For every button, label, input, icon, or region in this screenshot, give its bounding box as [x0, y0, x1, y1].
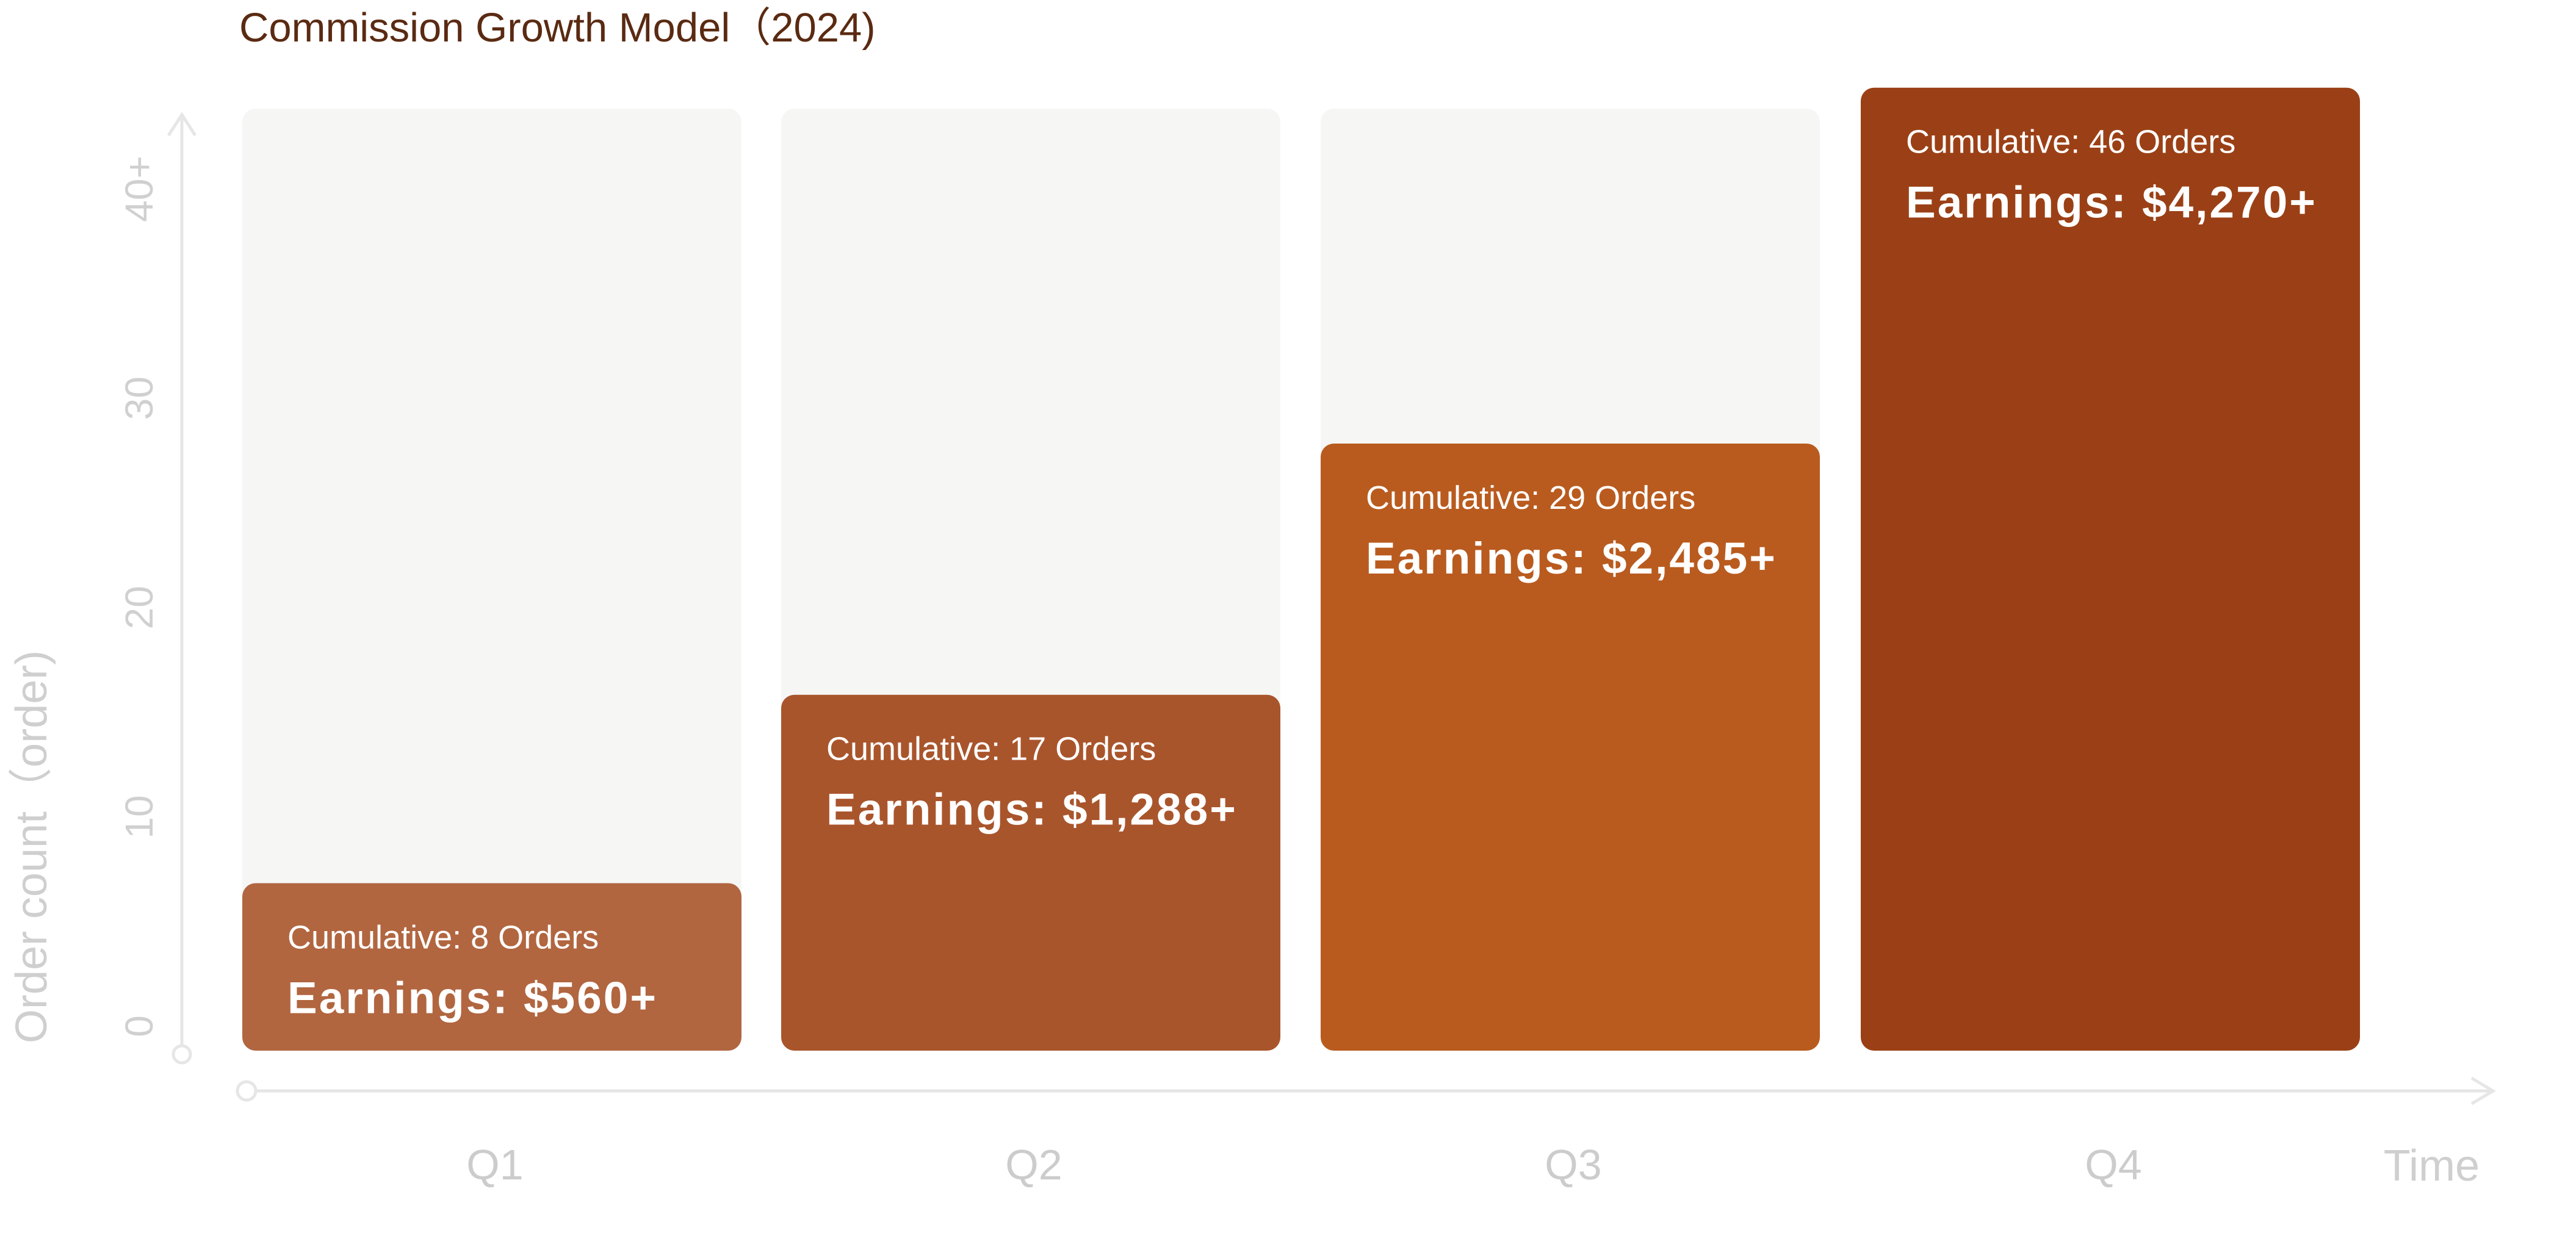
x-axis-title: Time — [2384, 1142, 2480, 1190]
y-tick-label: 40+ — [117, 156, 161, 222]
x-axis-arrow — [2470, 1076, 2496, 1106]
bar-label-earnings: Earnings: $2,485+ — [1366, 534, 1777, 583]
x-tick-label: Q4 — [2085, 1141, 2141, 1189]
y-tick-labels: 0 10 20 30 40+ — [117, 156, 161, 1037]
x-tick-label: Q2 — [1005, 1141, 1062, 1189]
bar-label-earnings: Earnings: $4,270+ — [1906, 178, 2317, 228]
bar-track — [242, 109, 741, 1051]
bar-q2 — [781, 694, 1280, 1051]
chart-title: Commission Growth Model（2024) — [239, 5, 876, 51]
x-tick-label: Q3 — [1545, 1141, 1601, 1189]
y-tick-label: 20 — [117, 586, 161, 629]
bar-label-cumulative: Cumulative: 17 Orders — [826, 731, 1156, 768]
bars: Cumulative: 8 Orders Earnings: $560+ Cumul… — [242, 87, 2360, 1051]
bar-q4 — [1861, 87, 2360, 1051]
bar-label-cumulative: Cumulative: 29 Orders — [1366, 480, 1695, 516]
y-axis-origin — [171, 1044, 192, 1065]
x-axis-origin — [236, 1080, 258, 1102]
bar-label-cumulative: Cumulative: 46 Orders — [1906, 124, 2235, 160]
x-tick-label: Q1 — [466, 1141, 523, 1189]
bar-label-earnings: Earnings: $560+ — [287, 974, 658, 1023]
x-tick-labels: Q1 Q2 Q3 Q4 — [466, 1141, 2141, 1189]
y-tick-label: 30 — [117, 376, 161, 420]
bar-q3 — [1321, 443, 1820, 1051]
y-tick-label: 10 — [117, 795, 161, 838]
bar-label-cumulative: Cumulative: 8 Orders — [287, 919, 599, 956]
y-axis-arrow — [167, 112, 197, 137]
y-tick-label: 0 — [117, 1015, 161, 1037]
y-axis-title: Order count（order) — [7, 650, 56, 1043]
bar-label-earnings: Earnings: $1,288+ — [826, 785, 1238, 835]
bar-q1 — [242, 883, 741, 1051]
